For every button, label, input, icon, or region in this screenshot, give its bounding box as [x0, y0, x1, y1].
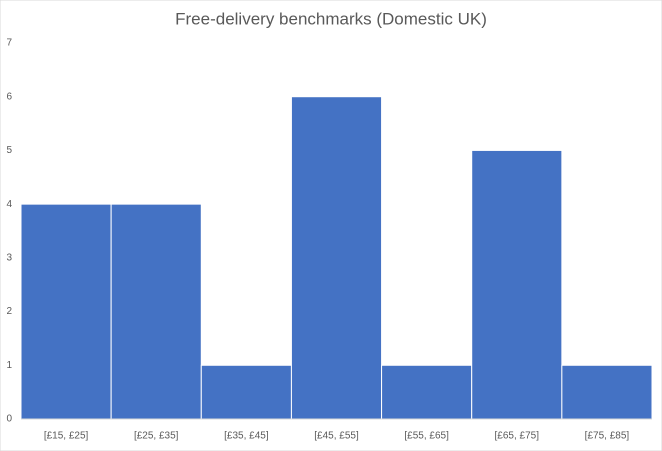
bar — [381, 364, 473, 420]
bar — [200, 364, 292, 420]
x-tick-label: [£15, £25] — [44, 431, 89, 442]
x-tick-label: [£75, £85] — [585, 431, 630, 442]
bar — [290, 96, 383, 420]
x-tick-label: [£25, £35] — [134, 431, 179, 442]
y-tick-label: 1 — [6, 360, 12, 371]
y-tick-label: 0 — [6, 414, 12, 425]
bar — [561, 364, 653, 420]
bar — [110, 203, 202, 420]
bar — [20, 203, 112, 420]
x-tick-label: [£45, £55] — [314, 431, 359, 442]
y-tick-label: 3 — [6, 252, 12, 263]
x-tick-label: [£65, £75] — [495, 431, 540, 442]
y-tick-label: 5 — [6, 145, 12, 156]
bar — [471, 149, 563, 420]
y-tick-label: 2 — [6, 306, 12, 317]
x-tick-label: [£55, £65] — [404, 431, 449, 442]
x-tick-label: [£35, £45] — [224, 431, 269, 442]
y-tick-label: 6 — [6, 91, 12, 102]
chart-title: Free-delivery benchmarks (Domestic UK) — [175, 9, 487, 28]
y-tick-label: 7 — [6, 38, 12, 49]
y-tick-label: 4 — [6, 199, 12, 210]
